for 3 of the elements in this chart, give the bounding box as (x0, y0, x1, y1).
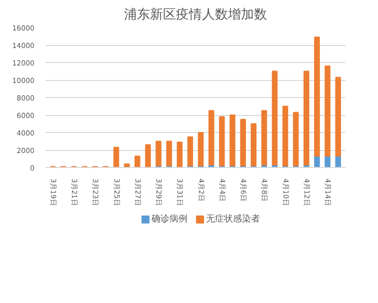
chart-title: 浦东新区疫情人数增加数 (124, 8, 267, 22)
legend-label: 确诊病例 (150, 214, 188, 224)
legend-label: 无症状感染者 (206, 214, 260, 224)
